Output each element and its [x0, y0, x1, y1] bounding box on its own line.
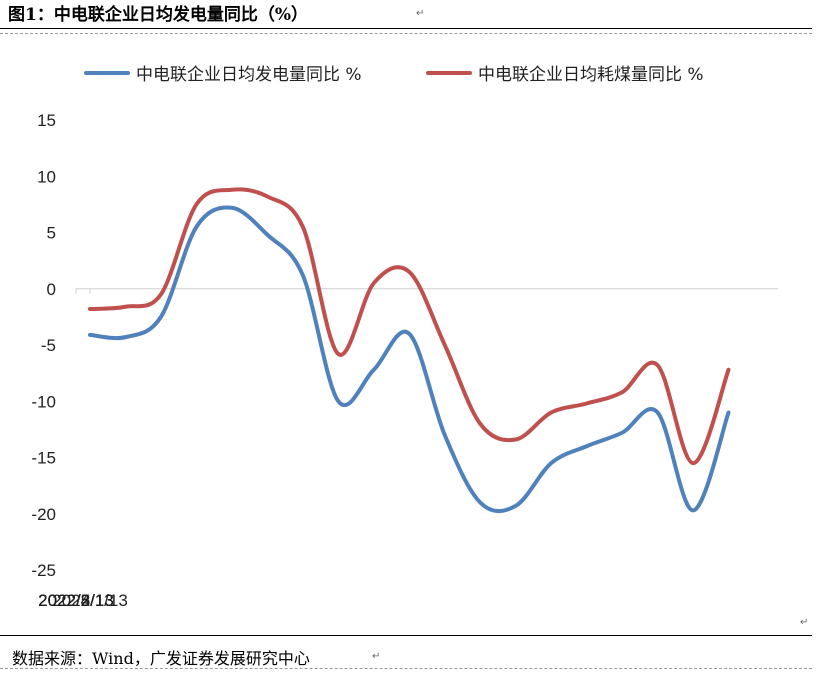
legend-label: 中电联企业日均耗煤量同比 %: [478, 65, 704, 85]
series-line-2: [88, 187, 731, 466]
x-tick-label: 2022/4/13: [38, 591, 114, 610]
y-tick-label: -5: [41, 336, 56, 355]
series-line-1: [88, 205, 731, 514]
y-axis-ticks: 15 10 5 0 -5 -10 -15 -20 -25: [31, 111, 56, 580]
x-tick-label: 2022/2/13: [38, 591, 114, 610]
x-tick-label: 2022/1/13: [52, 591, 128, 610]
chart-legend: 中电联企业日均发电量同比 % 中电联企业日均耗煤量同比 %: [84, 65, 704, 85]
footer-dashed-rule: [0, 668, 812, 669]
y-tick-label: 15: [37, 111, 56, 130]
title-dashed-rule: [0, 33, 812, 34]
line-chart: 中电联企业日均发电量同比 % 中电联企业日均耗煤量同比 % 15 10 5 0 -5 -10…: [31, 65, 778, 610]
paragraph-mark: ↵: [372, 651, 381, 662]
x-axis-ticks: 2022/1/132022/2/132022/3/132022/4/132022…: [38, 288, 128, 610]
y-tick-label: -20: [31, 505, 56, 524]
legend-label: 中电联企业日均发电量同比 %: [136, 65, 362, 85]
paragraph-mark: ↵: [416, 8, 425, 19]
x-tick-label: 2022/3/13: [38, 591, 114, 610]
y-tick-label: 5: [47, 224, 56, 243]
x-tick-label: 2022/5/13: [38, 591, 114, 610]
figure-title: 图1：中电联企业日均发电量同比（%）: [8, 5, 308, 25]
title-rule: [0, 28, 812, 29]
y-tick-label: 0: [47, 280, 56, 299]
paragraph-mark: ↵: [800, 617, 809, 628]
source-note: 数据来源：Wind，广发证券发展研究中心: [12, 649, 310, 668]
source-rule: [0, 635, 812, 636]
y-tick-label: -25: [31, 561, 56, 580]
series-lines: [88, 187, 731, 514]
y-tick-label: -15: [31, 449, 56, 468]
y-tick-label: 10: [37, 167, 56, 186]
y-tick-label: -10: [31, 392, 56, 411]
